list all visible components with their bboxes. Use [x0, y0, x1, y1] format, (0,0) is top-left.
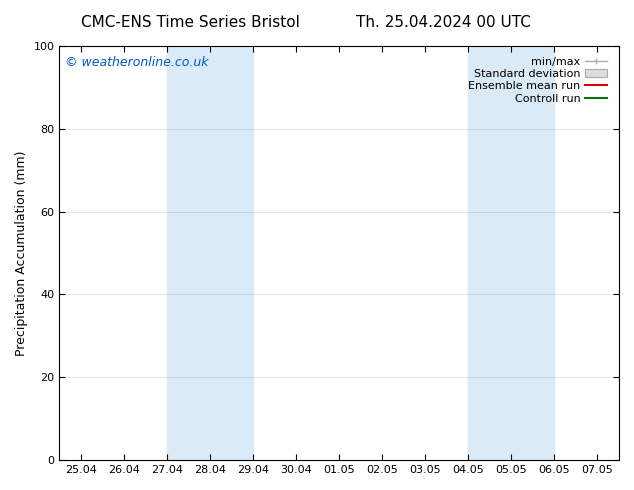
Text: CMC-ENS Time Series Bristol: CMC-ENS Time Series Bristol — [81, 15, 300, 30]
Y-axis label: Precipitation Accumulation (mm): Precipitation Accumulation (mm) — [15, 150, 28, 356]
Bar — [469, 46, 554, 460]
Text: © weatheronline.co.uk: © weatheronline.co.uk — [65, 56, 209, 69]
Text: Th. 25.04.2024 00 UTC: Th. 25.04.2024 00 UTC — [356, 15, 531, 30]
Legend: min/max, Standard deviation, Ensemble mean run, Controll run: min/max, Standard deviation, Ensemble me… — [465, 53, 611, 107]
Bar — [167, 46, 253, 460]
